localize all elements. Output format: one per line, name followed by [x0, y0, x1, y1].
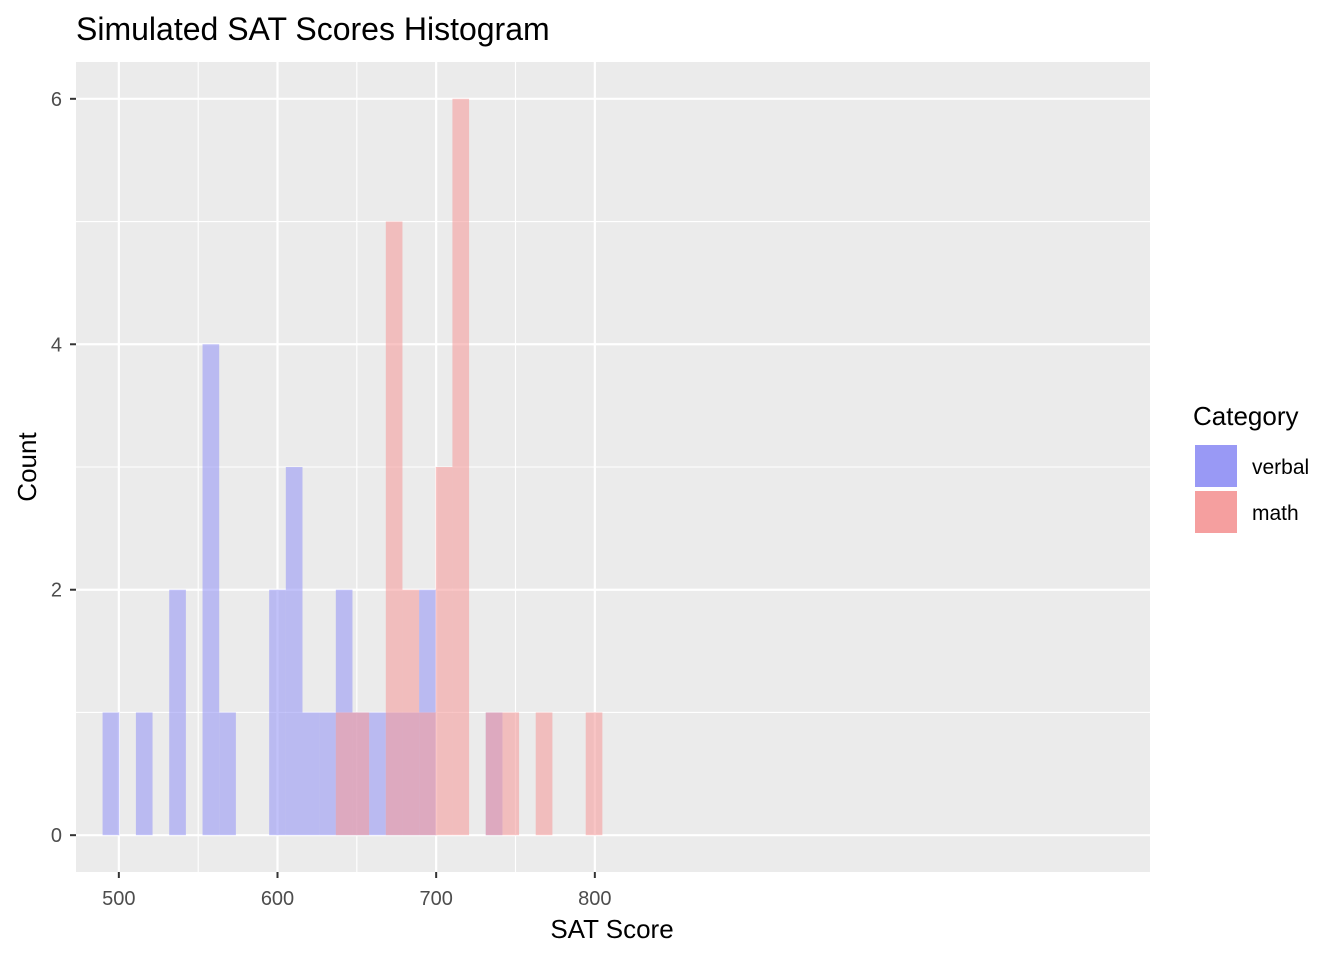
- bar-verbal: [285, 467, 303, 836]
- bar-verbal: [319, 712, 336, 836]
- grid-minor: [76, 62, 1150, 872]
- bar-math: [452, 98, 470, 836]
- x-axis-title: SAT Score: [550, 914, 673, 944]
- y-tick-label: 4: [51, 334, 62, 356]
- chart-title: Simulated SAT Scores Histogram: [76, 11, 550, 47]
- y-tick-label: 6: [51, 89, 62, 111]
- bar-math: [435, 467, 453, 836]
- legend-label-verbal: verbal: [1252, 456, 1309, 479]
- bar-math: [585, 712, 603, 836]
- bar-verbal: [202, 344, 220, 836]
- bar-verbal: [269, 589, 286, 836]
- bar-math: [352, 712, 370, 836]
- bar-verbal: [219, 712, 236, 836]
- legend-label-math: math: [1252, 502, 1299, 525]
- legend-swatch-verbal: [1195, 445, 1237, 487]
- bar-verbal: [135, 712, 153, 836]
- legend-title: Category: [1193, 401, 1299, 431]
- y-tick-label: 2: [51, 580, 62, 602]
- bar-verbal: [102, 712, 120, 836]
- bar-verbal: [169, 589, 186, 836]
- bar-verbal: [302, 712, 320, 836]
- legend-swatch-math: [1195, 491, 1237, 533]
- bar-verbal: [369, 712, 386, 836]
- y-tick-label: 0: [51, 825, 62, 847]
- x-tick-label: 600: [261, 888, 294, 910]
- bar-math: [535, 712, 553, 836]
- bar-math: [485, 712, 503, 836]
- x-tick-label: 700: [419, 888, 452, 910]
- bar-math: [402, 589, 420, 836]
- x-tick-label: 500: [102, 888, 135, 910]
- series-math: [335, 98, 603, 836]
- legend: Category verbal math: [1193, 401, 1309, 534]
- bar-math: [385, 221, 403, 836]
- x-axis-ticks: 500 600 700 800: [102, 872, 612, 910]
- y-axis-ticks: 0 2 4 6: [51, 89, 76, 847]
- x-tick-label: 800: [578, 888, 611, 910]
- bar-math: [502, 712, 520, 836]
- bar-math: [335, 712, 353, 836]
- y-axis-title: Count: [12, 432, 42, 502]
- bar-math: [419, 712, 436, 836]
